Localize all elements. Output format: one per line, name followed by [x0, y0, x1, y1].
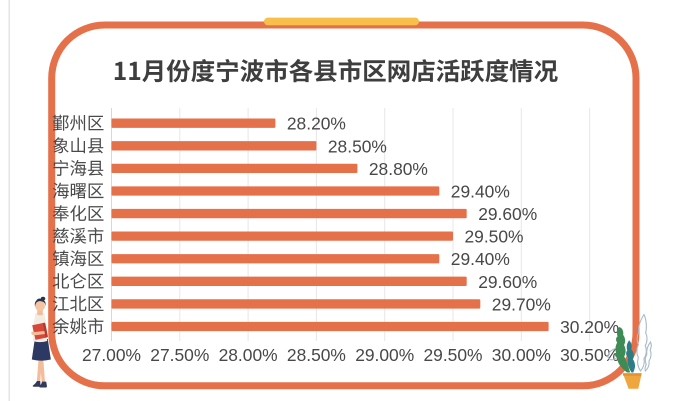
svg-text:29.50%: 29.50%	[465, 227, 524, 247]
svg-text:28.00%: 28.00%	[219, 345, 278, 365]
svg-text:27.00%: 27.00%	[82, 345, 141, 365]
svg-text:29.00%: 29.00%	[355, 345, 414, 365]
svg-text:30.20%: 30.20%	[560, 317, 619, 337]
svg-text:29.50%: 29.50%	[424, 345, 483, 365]
svg-text:29.40%: 29.40%	[451, 249, 510, 269]
svg-text:28.20%: 28.20%	[287, 114, 346, 134]
svg-text:30.00%: 30.00%	[492, 345, 551, 365]
svg-text:29.70%: 29.70%	[492, 294, 551, 314]
svg-text:28.80%: 28.80%	[369, 159, 428, 179]
svg-text:29.60%: 29.60%	[478, 272, 537, 292]
svg-text:28.50%: 28.50%	[328, 136, 387, 156]
svg-text:27.50%: 27.50%	[150, 345, 209, 365]
svg-text:29.40%: 29.40%	[451, 181, 510, 201]
svg-text:28.50%: 28.50%	[287, 345, 346, 365]
svg-text:30.50%: 30.50%	[560, 345, 619, 365]
svg-text:29.60%: 29.60%	[478, 204, 537, 224]
